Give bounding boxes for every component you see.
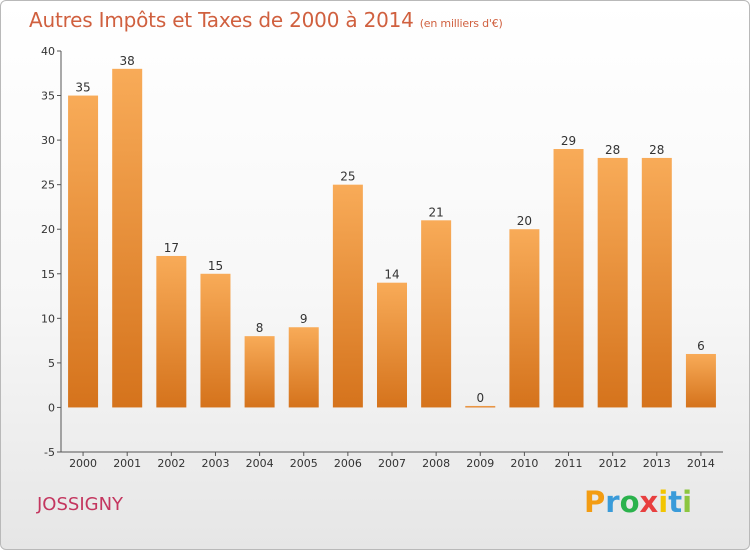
data-label: 15 <box>208 259 223 273</box>
x-tick-label: 2014 <box>687 457 715 470</box>
bar <box>244 336 275 408</box>
y-tick-label: 35 <box>41 90 55 103</box>
chart-title-text: Autres Impôts et Taxes de 2000 à 2014 <box>29 8 414 32</box>
bar <box>377 282 407 408</box>
data-label: 14 <box>384 268 399 282</box>
logo-letter: x <box>639 485 659 519</box>
x-tick-label: 2006 <box>334 457 362 470</box>
x-tick-label: 2002 <box>157 457 185 470</box>
data-label: 21 <box>428 205 443 219</box>
data-label: 35 <box>75 81 90 95</box>
chart-unit: (en milliers d'€) <box>419 17 503 30</box>
data-label: 38 <box>120 54 135 68</box>
y-tick-label: 0 <box>48 401 55 414</box>
y-tick-label: 15 <box>41 268 55 281</box>
data-label: 25 <box>340 170 355 184</box>
x-tick-label: 2010 <box>510 457 538 470</box>
x-tick-label: 2001 <box>113 457 141 470</box>
bar <box>112 68 143 408</box>
x-tick-label: 2012 <box>599 457 627 470</box>
proxiti-logo: Proxiti <box>584 485 692 519</box>
x-tick-label: 2000 <box>69 457 97 470</box>
bar <box>68 95 99 408</box>
bar <box>509 229 540 408</box>
x-tick-label: 2013 <box>643 457 671 470</box>
bar <box>421 220 452 408</box>
bar <box>288 327 319 408</box>
data-label: 29 <box>561 134 576 148</box>
bar <box>156 255 187 408</box>
x-tick-label: 2008 <box>422 457 450 470</box>
data-label: 6 <box>697 339 705 353</box>
bar <box>332 184 363 408</box>
y-tick-label: 40 <box>41 45 55 58</box>
bar <box>641 157 672 408</box>
x-tick-label: 2004 <box>246 457 274 470</box>
data-label: 28 <box>605 143 620 157</box>
y-tick-label: -5 <box>44 446 55 459</box>
bar <box>200 273 231 408</box>
x-tick-label: 2011 <box>555 457 583 470</box>
data-label: 8 <box>256 321 264 335</box>
logo-letter: i <box>682 485 693 519</box>
y-tick-label: 20 <box>41 223 55 236</box>
y-tick-label: 5 <box>48 357 55 370</box>
commune-name: JOSSIGNY <box>37 494 124 515</box>
y-tick-label: 30 <box>41 134 55 147</box>
bar <box>597 157 628 408</box>
logo-letter: t <box>668 485 683 519</box>
x-tick-label: 2007 <box>378 457 406 470</box>
logo-letter: r <box>605 485 620 519</box>
chart-title: Autres Impôts et Taxes de 2000 à 2014 (en… <box>29 8 503 32</box>
y-tick-label: 10 <box>41 312 55 325</box>
logo-letter: i <box>658 485 669 519</box>
data-label: 28 <box>649 143 664 157</box>
x-tick-label: 2005 <box>290 457 318 470</box>
data-label: 20 <box>517 214 532 228</box>
y-tick-label: 25 <box>41 179 55 192</box>
logo-letter: o <box>619 485 640 519</box>
data-label: 0 <box>476 391 484 405</box>
bar <box>465 405 496 408</box>
bar <box>553 149 584 408</box>
bar <box>685 353 716 408</box>
logo-letter: P <box>584 485 606 519</box>
x-tick-label: 2009 <box>466 457 494 470</box>
x-tick-label: 2003 <box>201 457 229 470</box>
data-label: 9 <box>300 312 308 326</box>
data-label: 17 <box>164 241 179 255</box>
